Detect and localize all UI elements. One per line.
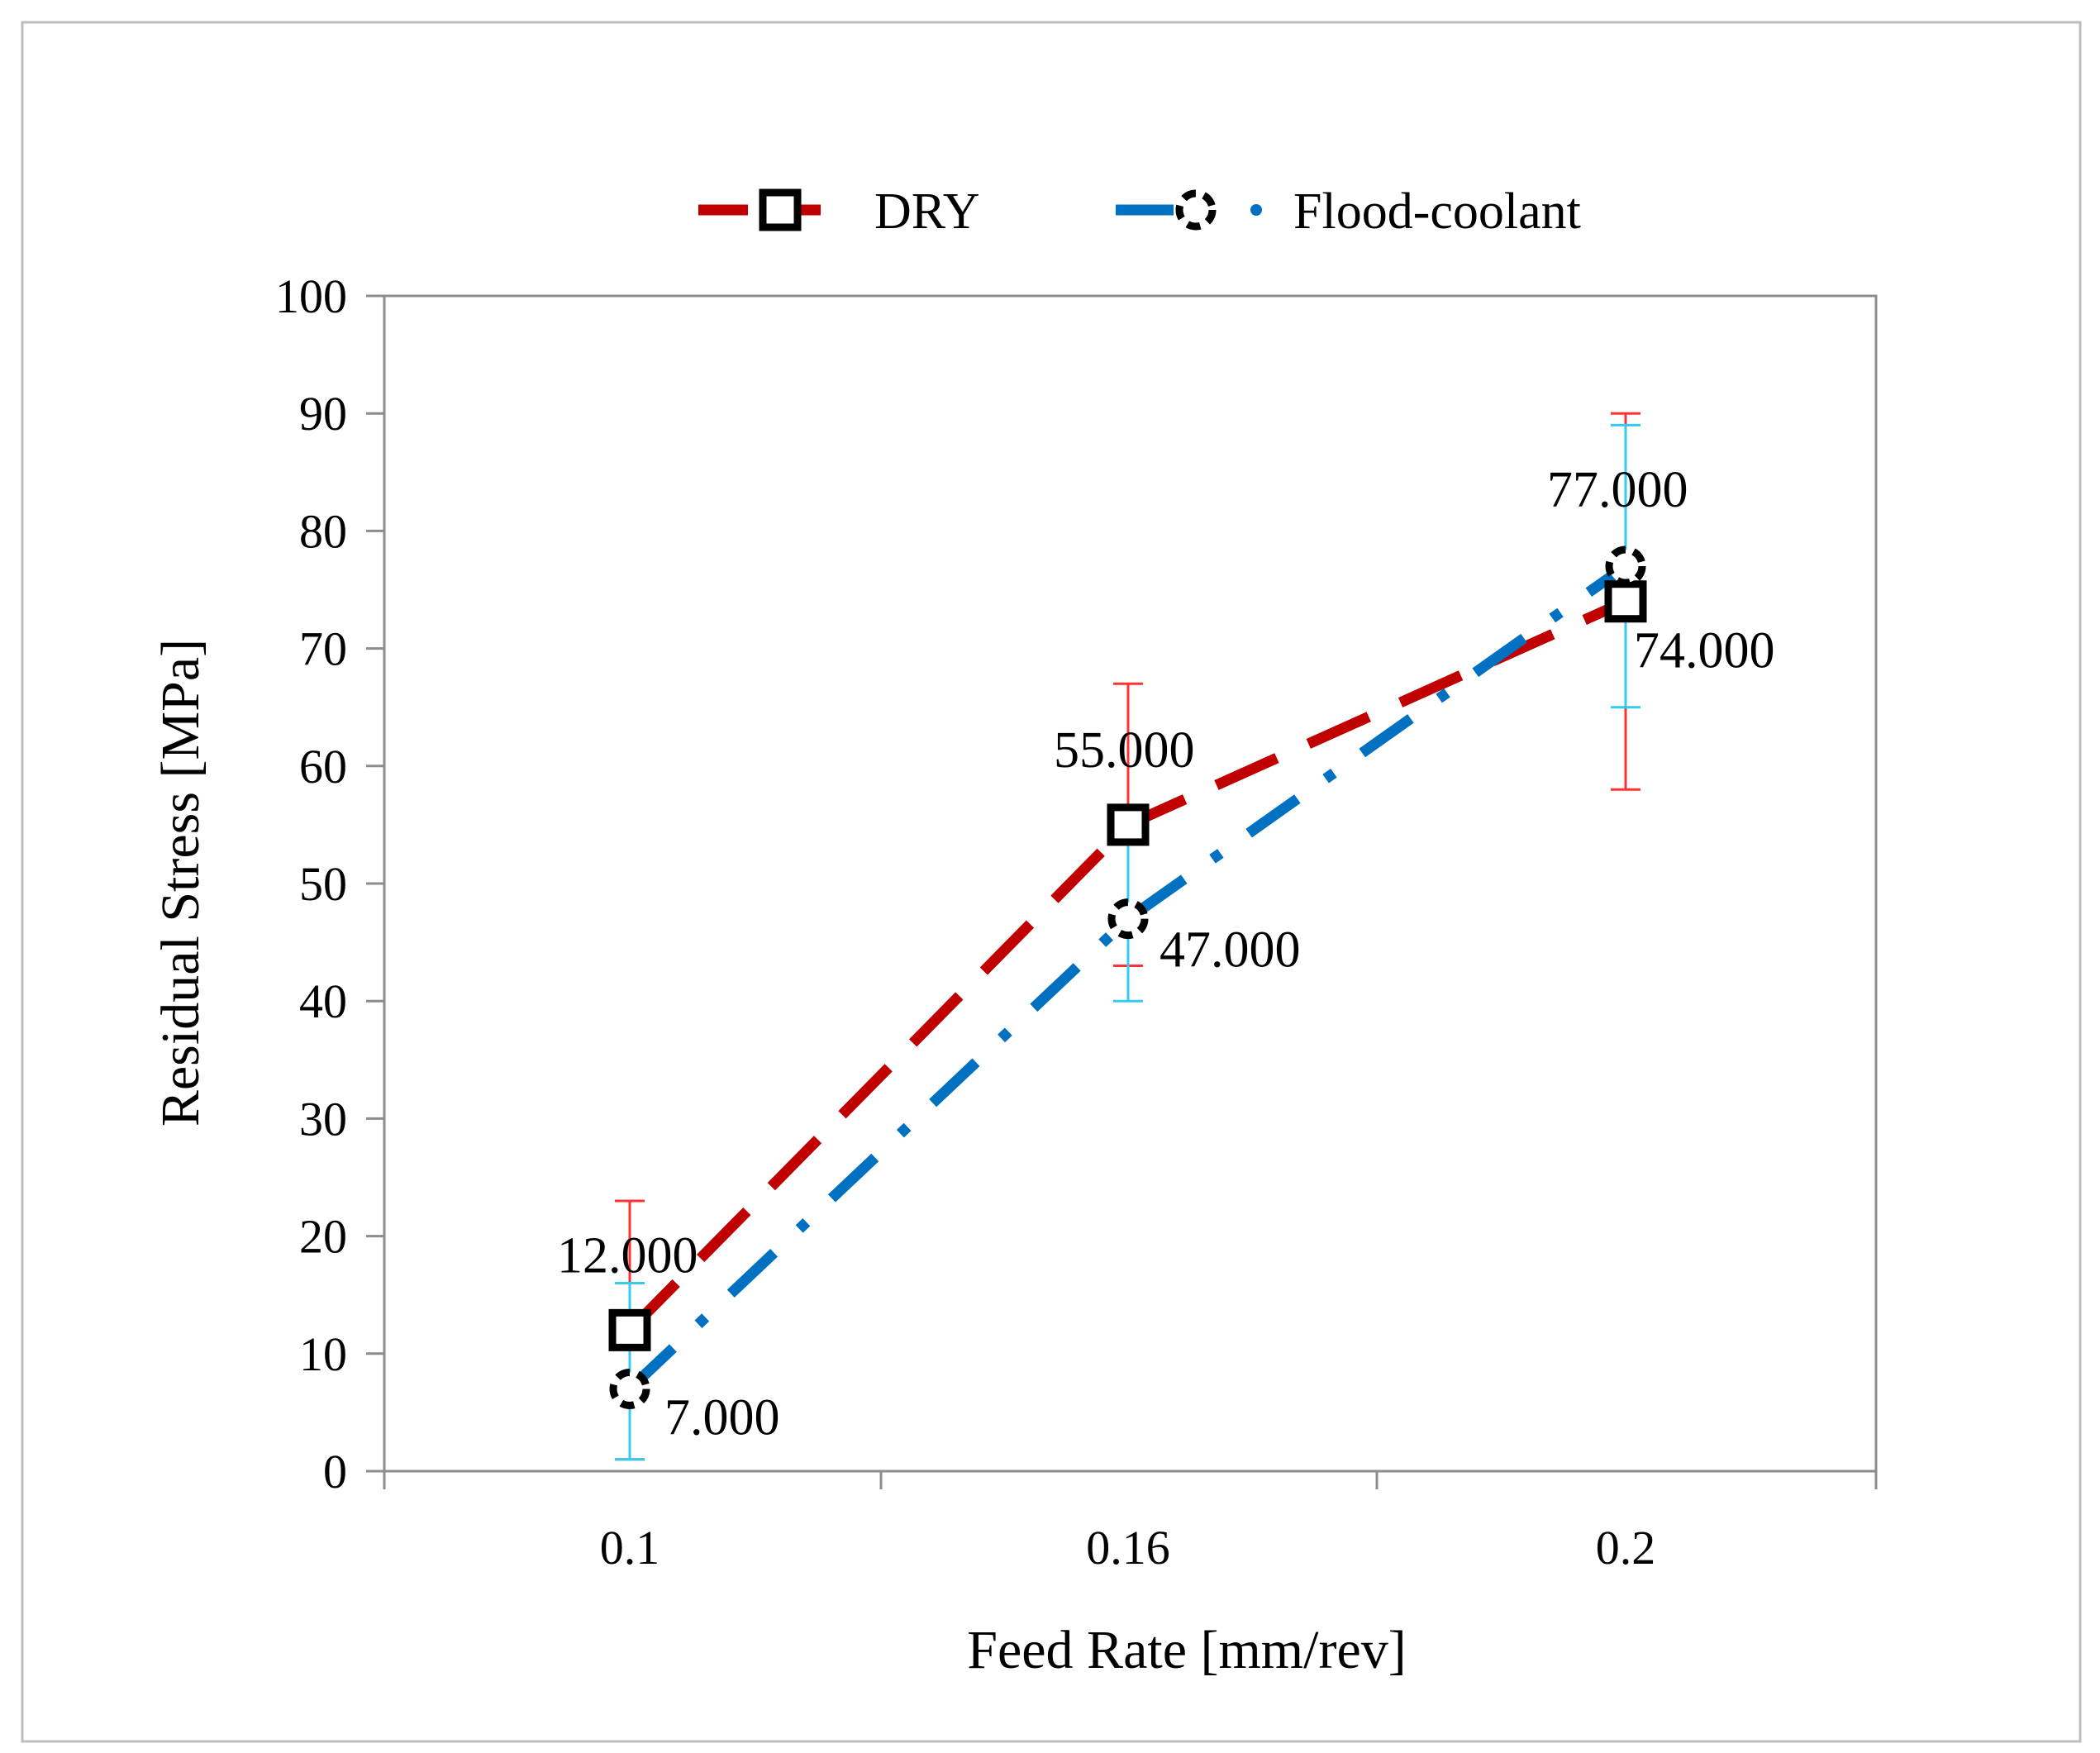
legend-dot-flood	[1250, 204, 1262, 216]
y-tick-label: 30	[299, 1092, 347, 1146]
figure-border	[21, 21, 2082, 1743]
legend-label-flood: Flood-coolant	[1293, 183, 1581, 240]
markers-0	[608, 580, 1647, 1351]
data-label: 55.000	[1054, 722, 1195, 779]
circle-marker	[1605, 545, 1646, 587]
legend-label-dry: DRY	[874, 183, 979, 240]
y-tick-label: 40	[299, 974, 347, 1028]
x-axis-title: Feed Rate [mm/rev]	[967, 1620, 1406, 1680]
y-tick-label: 20	[299, 1210, 347, 1264]
square-marker	[1107, 803, 1150, 846]
square-marker	[608, 1308, 651, 1351]
axes: 0 10 20 30 40 50 60 70 80 90 100 0.1 0.16 0.2	[275, 269, 1878, 1574]
markers-1	[609, 545, 1646, 1409]
square-marker	[759, 188, 802, 231]
x-tick-label: 0.16	[1086, 1521, 1170, 1574]
data-label: 77.000	[1547, 462, 1688, 518]
data-label: 74.000	[1634, 623, 1775, 679]
data-label: 12.000	[557, 1227, 698, 1284]
series-layer: 12.000 55.000 74.000 7.000 47.000 77.000	[557, 412, 1775, 1461]
x-tick-label: 0.1	[600, 1521, 660, 1574]
legend: DRY Flood-coolant	[698, 183, 1581, 240]
y-tick-label: 0	[323, 1445, 347, 1498]
y-tick-label: 50	[299, 857, 347, 911]
y-axis-title: Residual Stress [MPa]	[150, 639, 211, 1127]
y-tick-label: 100	[275, 269, 347, 323]
y-tick-label: 10	[299, 1327, 347, 1381]
circle-marker	[1175, 189, 1217, 231]
y-tick-label: 60	[299, 740, 347, 793]
y-tick-label: 80	[299, 504, 347, 558]
data-label: 47.000	[1160, 922, 1301, 979]
data-label: 7.000	[664, 1389, 780, 1446]
x-tick-label: 0.2	[1596, 1521, 1656, 1574]
y-tick-label: 70	[299, 622, 347, 676]
circle-marker	[1107, 898, 1149, 940]
y-tick-label: 90	[299, 387, 347, 441]
square-marker	[1604, 580, 1647, 623]
circle-marker	[609, 1368, 650, 1409]
